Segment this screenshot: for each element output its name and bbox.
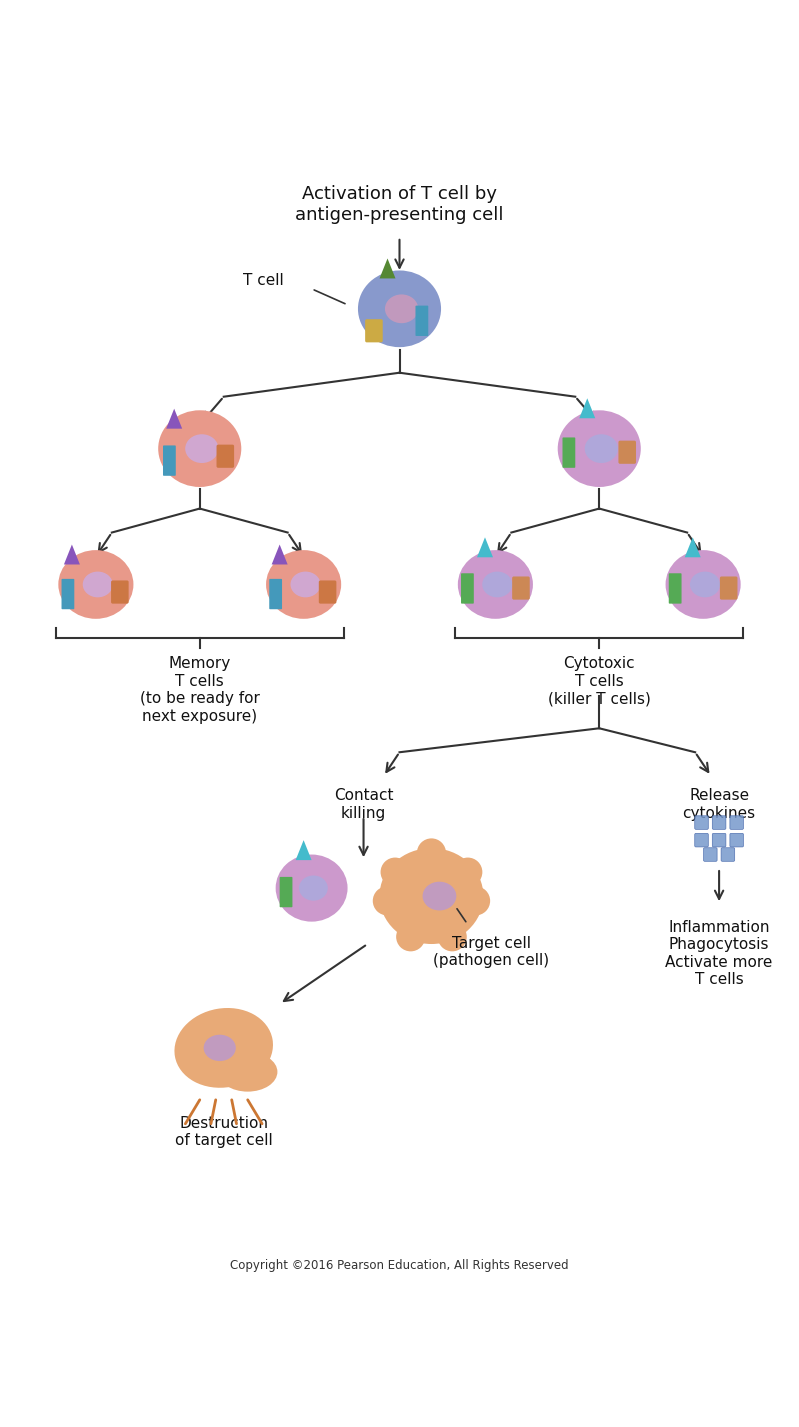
FancyBboxPatch shape [720, 577, 737, 599]
FancyBboxPatch shape [730, 816, 744, 829]
Ellipse shape [380, 848, 483, 945]
Polygon shape [380, 258, 396, 278]
FancyBboxPatch shape [713, 833, 725, 848]
Ellipse shape [690, 572, 720, 598]
Text: Inflammation
Phagocytosis
Activate more
T cells: Inflammation Phagocytosis Activate more … [666, 920, 773, 987]
Polygon shape [579, 398, 595, 418]
Text: Target cell
(pathogen cell): Target cell (pathogen cell) [433, 936, 550, 969]
FancyBboxPatch shape [562, 438, 575, 468]
FancyBboxPatch shape [217, 445, 234, 468]
FancyBboxPatch shape [111, 581, 129, 604]
Circle shape [453, 858, 483, 886]
Text: Release
cytokines: Release cytokines [682, 788, 756, 821]
Circle shape [396, 922, 425, 952]
Ellipse shape [291, 572, 320, 598]
Text: Copyright ©2016 Pearson Education, All Rights Reserved: Copyright ©2016 Pearson Education, All R… [230, 1259, 569, 1271]
FancyBboxPatch shape [694, 833, 708, 848]
Circle shape [373, 886, 402, 915]
Ellipse shape [218, 1052, 277, 1092]
Polygon shape [296, 841, 312, 860]
FancyBboxPatch shape [62, 579, 74, 609]
Text: Destruction
of target cell: Destruction of target cell [175, 1116, 272, 1149]
FancyBboxPatch shape [280, 878, 292, 908]
FancyBboxPatch shape [163, 445, 176, 475]
FancyBboxPatch shape [721, 848, 735, 862]
Polygon shape [272, 545, 288, 565]
Text: Activation of T cell by
antigen-presenting cell: Activation of T cell by antigen-presenti… [296, 186, 503, 224]
Polygon shape [477, 538, 493, 558]
Ellipse shape [358, 271, 441, 347]
FancyBboxPatch shape [669, 574, 682, 604]
Circle shape [438, 922, 467, 952]
FancyBboxPatch shape [694, 816, 708, 829]
Text: Memory
T cells
(to be ready for
next exposure): Memory T cells (to be ready for next exp… [140, 656, 260, 723]
Ellipse shape [185, 434, 218, 462]
Ellipse shape [385, 294, 418, 323]
FancyBboxPatch shape [618, 441, 636, 464]
Ellipse shape [58, 549, 133, 619]
Polygon shape [64, 545, 80, 565]
FancyBboxPatch shape [415, 305, 428, 335]
Ellipse shape [666, 549, 741, 619]
FancyBboxPatch shape [704, 848, 718, 862]
FancyBboxPatch shape [269, 579, 282, 609]
Text: Cytotoxic
T cells
(killer T cells): Cytotoxic T cells (killer T cells) [548, 656, 650, 706]
Polygon shape [685, 538, 701, 558]
Circle shape [417, 839, 446, 868]
Ellipse shape [204, 1035, 236, 1062]
FancyBboxPatch shape [730, 833, 744, 848]
FancyBboxPatch shape [461, 574, 474, 604]
Ellipse shape [174, 1007, 273, 1087]
Ellipse shape [483, 572, 512, 598]
Ellipse shape [83, 572, 113, 598]
Ellipse shape [158, 411, 241, 487]
Ellipse shape [585, 434, 618, 462]
Ellipse shape [423, 882, 456, 910]
FancyBboxPatch shape [365, 320, 383, 342]
Circle shape [461, 886, 490, 915]
FancyBboxPatch shape [512, 577, 530, 599]
Ellipse shape [458, 549, 533, 619]
Polygon shape [166, 408, 182, 428]
Text: T cell: T cell [243, 274, 284, 288]
Ellipse shape [299, 876, 328, 900]
FancyBboxPatch shape [319, 581, 336, 604]
Text: Contact
killing: Contact killing [334, 788, 393, 821]
Ellipse shape [558, 411, 641, 487]
Ellipse shape [276, 855, 348, 922]
Circle shape [380, 858, 410, 886]
FancyBboxPatch shape [713, 816, 725, 829]
Ellipse shape [266, 549, 341, 619]
